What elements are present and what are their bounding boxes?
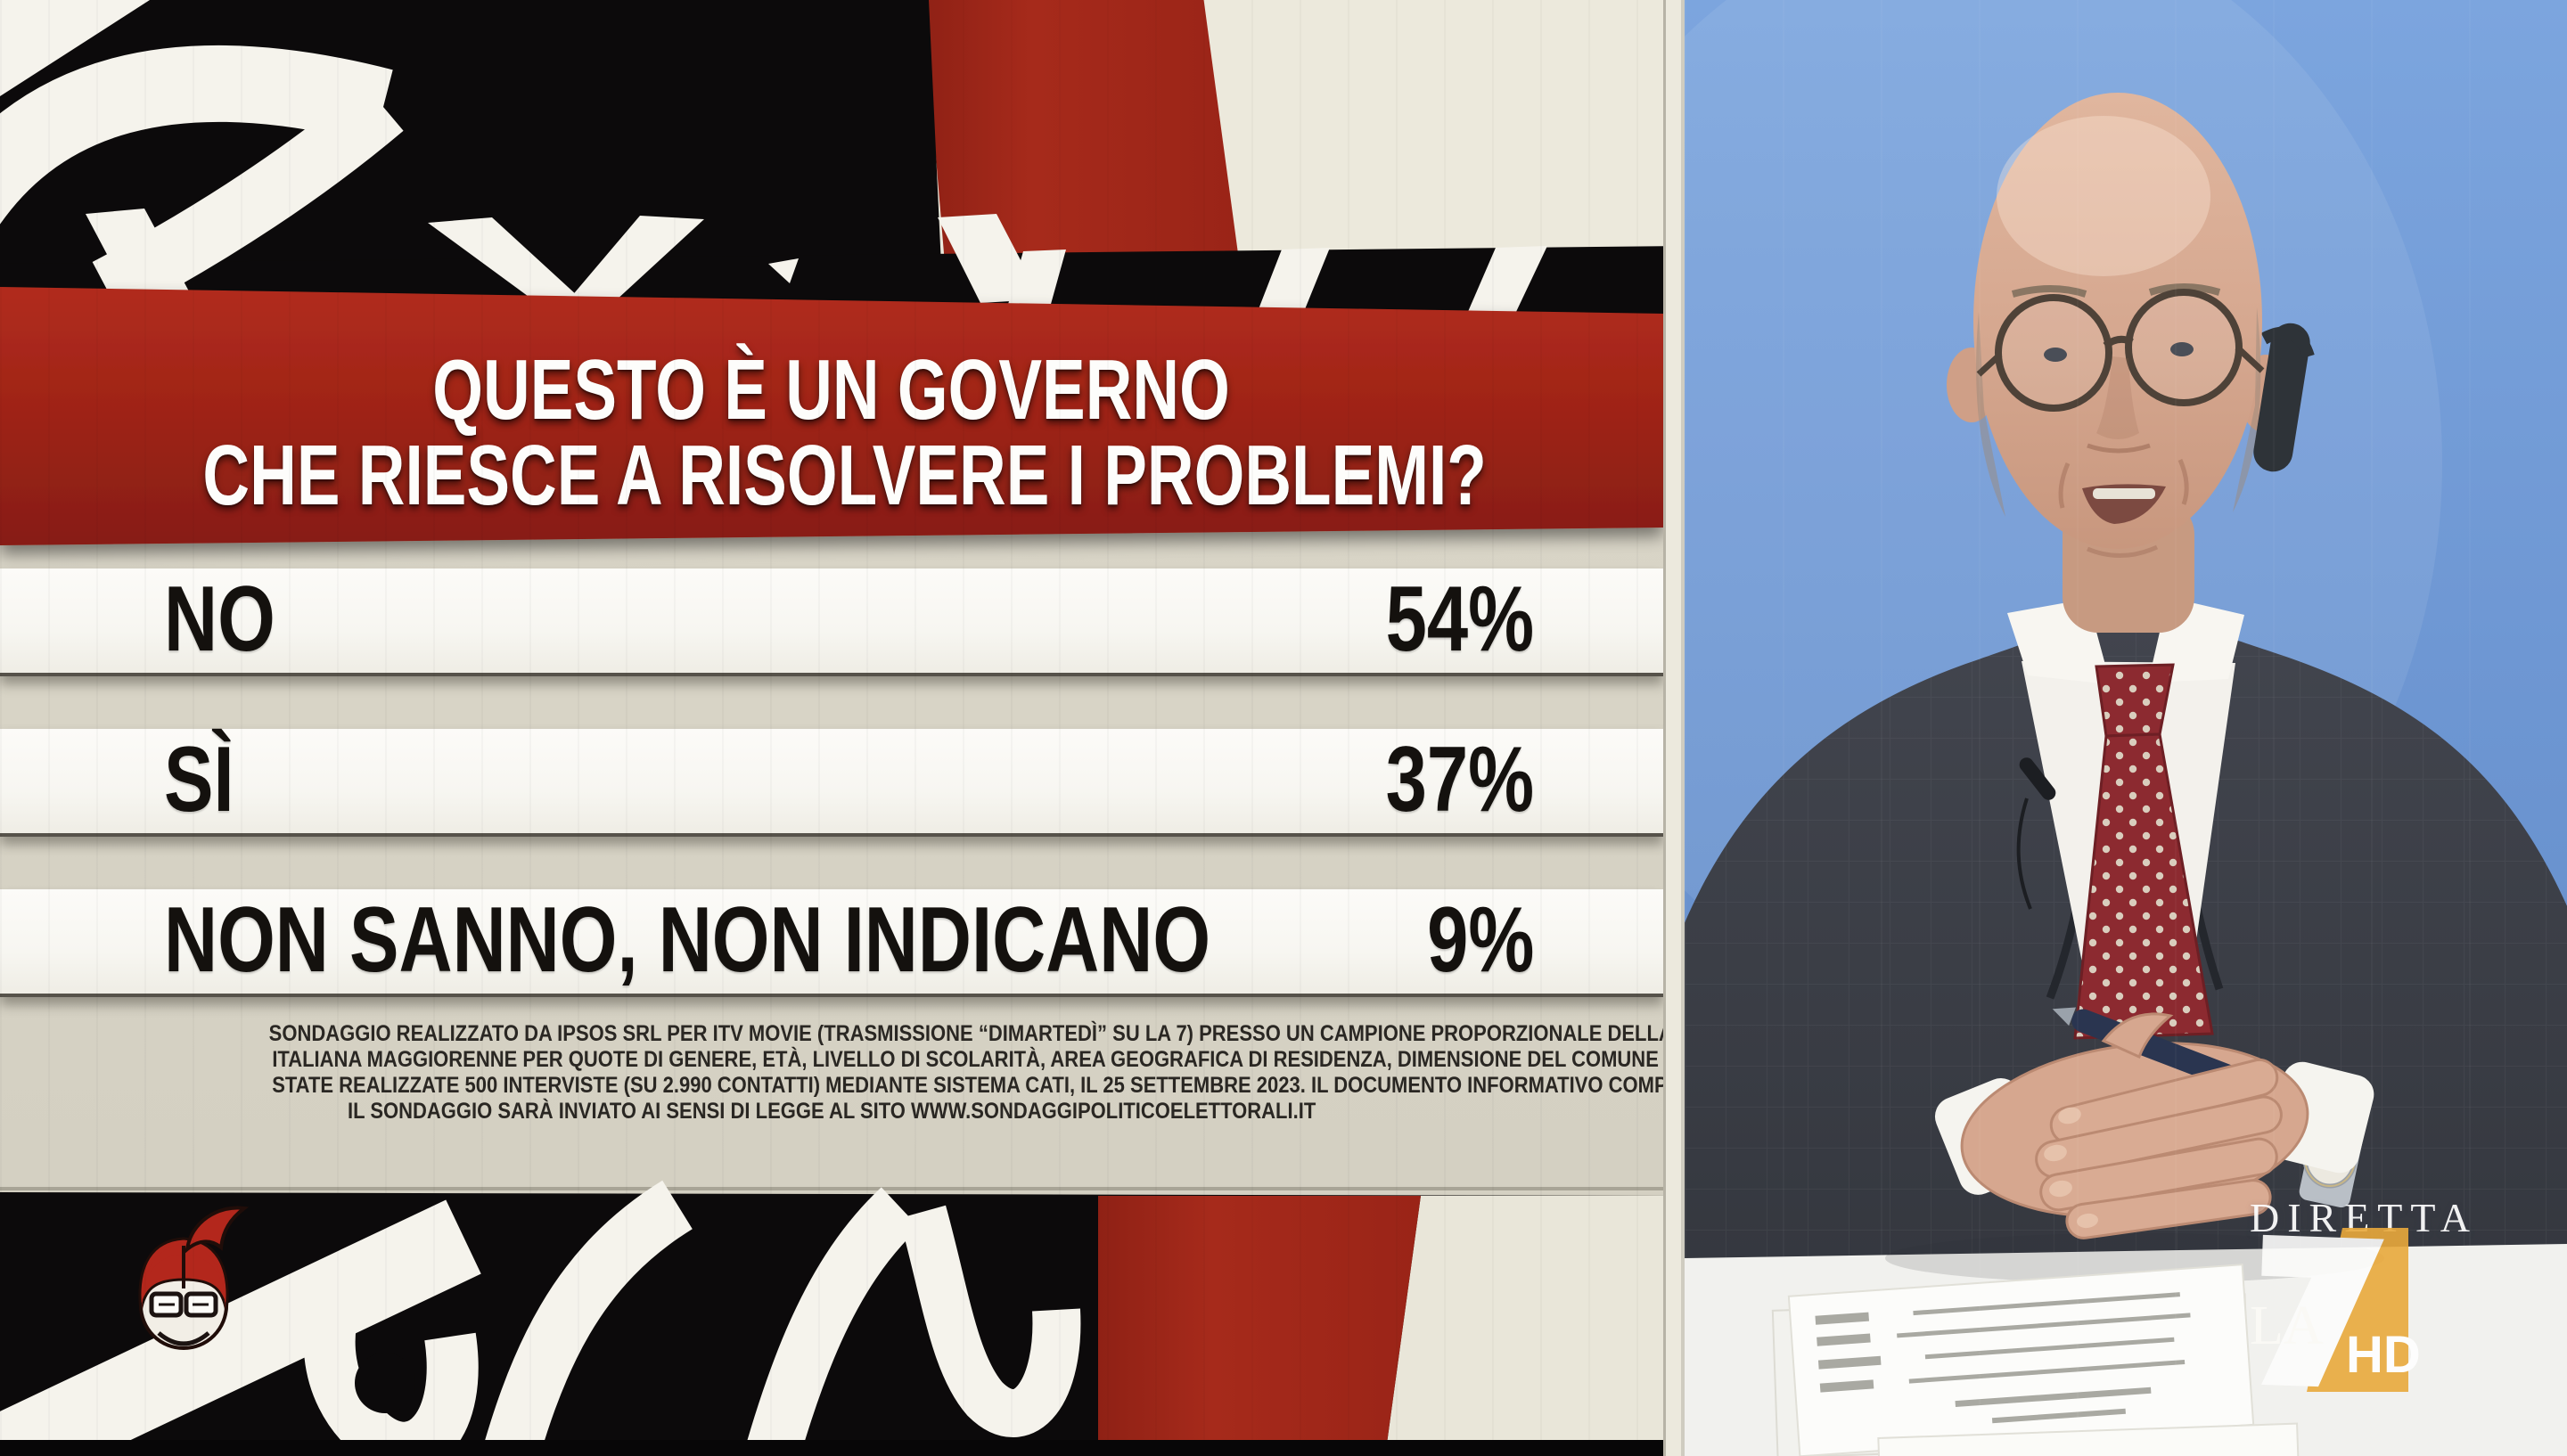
answer-label: SÌ [164,728,234,831]
answer-label: NON SANNO, NON INDICANO [164,888,1211,992]
poll-result-row-no: NO 54% [0,568,1663,676]
answer-label: NO [164,568,275,671]
methodology-line: IL SONDAGGIO SARÀ INVIATO AI SENSI DI LE… [347,1099,1316,1124]
dimartedi-background-art [0,0,1685,1456]
poll-result-row-si: SÌ 37% [0,729,1663,837]
methodology-line: STATE REALIZZATE 500 INTERVISTE (SU 2.99… [272,1073,1870,1098]
red-ribbon-bottom [1098,1196,1421,1444]
methodology-line: SONDAGGIO REALIZZATO DA IPSOS SRL PER IT… [268,1021,1821,1046]
survey-methodology-note: SONDAGGIO REALIZZATO DA IPSOS SRL PER IT… [163,1021,1872,1125]
methodology-line: ITALIANA MAGGIORENNE PER QUOTE DI GENERE… [272,1047,1872,1072]
tie [2073,663,2214,1040]
hands-clasped [1934,1007,2374,1239]
poll-result-row-nonsanno: NON SANNO, NON INDICANO 9% [0,889,1663,997]
panel-divider [1663,0,1685,1456]
lavalier-mic [2016,757,2056,910]
answer-percentage: 54% [1385,568,1534,671]
dimartedi-mascot-logo [138,1206,250,1350]
question-banner [0,287,1663,545]
earpiece [2253,323,2315,472]
backdrop-texture [1685,0,2567,1456]
red-ribbon-top [923,0,1239,264]
poll-graphic-panel: QUESTO È UN GOVERNO CHE RIESCE A RISOLVE… [0,0,1872,1456]
cream-backdrop-bottom [1387,1196,1685,1444]
answer-percentage: 9% [1426,888,1534,992]
papers [1771,1264,2300,1456]
answer-percentage: 37% [1385,728,1534,831]
head [1947,93,2315,633]
studio-video-feed: DIRETTA LA HD [1515,0,2567,1456]
